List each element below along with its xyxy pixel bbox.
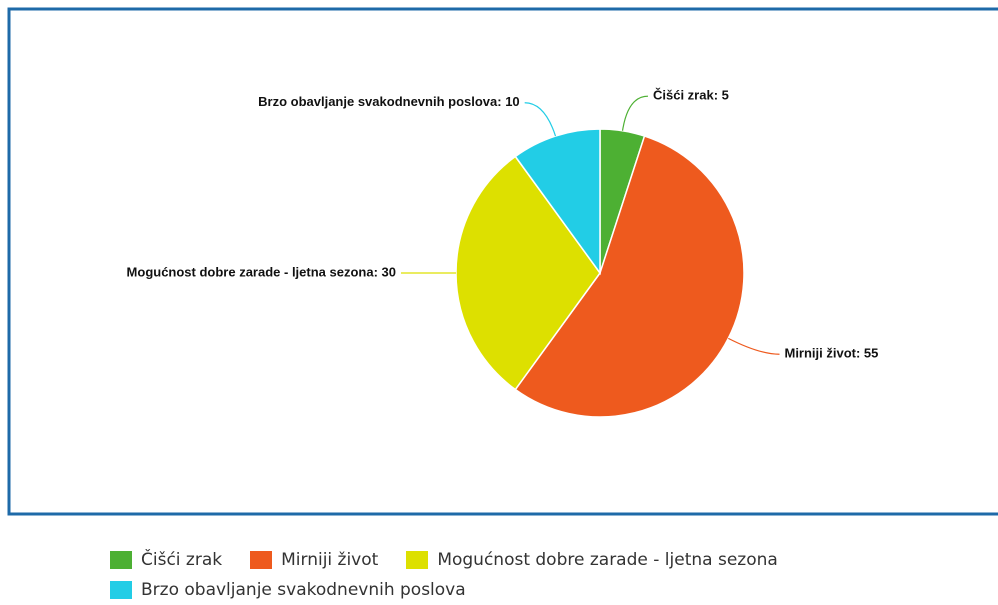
legend-swatch xyxy=(110,581,132,599)
data-label: Brzo obavljanje svakodnevnih poslova: 10 xyxy=(258,94,520,109)
legend-item[interactable]: Čišći zrak xyxy=(110,545,222,575)
legend-label: Mirniji život xyxy=(281,550,379,570)
chart: Čišći zrak: 5 Mirniji život: 55 Mogućnost … xyxy=(7,7,998,516)
data-label: Mirniji život: 55 xyxy=(784,346,878,361)
leader-line xyxy=(524,102,557,137)
leader-line xyxy=(621,95,649,131)
legend-item[interactable]: Brzo obavljanje svakodnevnih poslova xyxy=(110,575,466,605)
chart-frame xyxy=(7,7,998,516)
legend-label: Mogućnost dobre zarade - ljetna sezona xyxy=(437,550,778,570)
data-label: Mogućnost dobre zarade - ljetna sezona: … xyxy=(127,264,396,279)
legend-label: Čišći zrak xyxy=(141,550,223,570)
pie-slice xyxy=(514,128,601,276)
pie-slice xyxy=(455,155,601,391)
data-label: Čišći zrak: 5 xyxy=(653,88,729,103)
legend-swatch xyxy=(406,551,429,569)
legend-swatch xyxy=(250,551,273,569)
legend-label: Brzo obavljanje svakodnevnih poslova xyxy=(141,580,466,600)
legend: Čišći zrak Mirniji život Mogućnost dobre z… xyxy=(110,545,970,605)
legend-item[interactable]: Mirniji život xyxy=(250,545,378,575)
legend-swatch xyxy=(110,551,132,569)
legend-item[interactable]: Mogućnost dobre zarade - ljetna sezona xyxy=(406,545,778,575)
leader-line xyxy=(728,337,780,355)
